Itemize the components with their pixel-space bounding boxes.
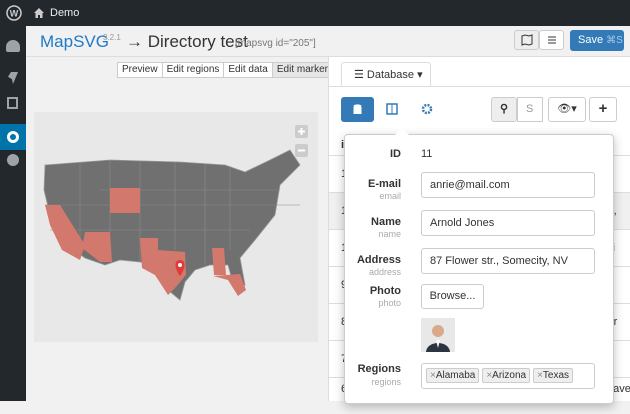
search-button[interactable]: ⚲ (491, 97, 517, 122)
field-label: Name (371, 216, 401, 228)
text-input[interactable]: 87 Flower str., Somecity, NV (421, 248, 595, 274)
region[interactable] (45, 205, 85, 260)
region[interactable] (43, 149, 301, 301)
region-tag[interactable]: ×Texas (533, 368, 574, 383)
field-label: Photo (369, 285, 401, 297)
settings-button[interactable] (539, 30, 564, 50)
mode-tab[interactable]: Edit data (223, 63, 271, 77)
page-title: → Directory test (126, 32, 248, 51)
menu-icon[interactable] (6, 40, 20, 52)
field-sublabel: address (368, 267, 401, 277)
photo-thumbnail (421, 318, 455, 352)
menu-active[interactable] (0, 124, 26, 150)
region[interactable] (82, 232, 112, 262)
menu-icon[interactable] (8, 72, 18, 84)
db-button[interactable] (341, 97, 374, 122)
tag-label: Texas (542, 370, 570, 381)
home-icon[interactable] (33, 7, 45, 19)
field-label: Regions (357, 363, 401, 375)
search-input[interactable]: S (517, 97, 543, 122)
region[interactable] (140, 238, 186, 295)
field-sublabel: email (379, 191, 401, 201)
save-button[interactable]: Save ⌘S (570, 30, 624, 51)
region[interactable] (213, 274, 246, 296)
map (43, 125, 308, 301)
mode-tab[interactable]: Edit regions (161, 63, 224, 77)
text-input[interactable]: Arnold Jones (421, 210, 595, 236)
text-input[interactable]: anrie@mail.com (421, 172, 595, 198)
site-name[interactable]: Demo (50, 7, 80, 19)
shortcut: ⌘S (606, 35, 623, 46)
mode-tab[interactable]: Preview (122, 64, 158, 75)
mode-tabs: Preview Edit regions Edit data Edit markers (117, 62, 338, 78)
mode-tab[interactable]: Edit markers (271, 63, 337, 77)
menu-icon[interactable] (7, 97, 18, 109)
menu-icon[interactable] (7, 154, 19, 166)
marker[interactable] (175, 260, 185, 276)
divider (26, 56, 630, 57)
map-area (34, 112, 318, 342)
map-button[interactable] (514, 30, 539, 50)
tab-label: Database (366, 69, 415, 81)
svg-text:W: W (10, 9, 19, 19)
browse-button[interactable]: Browse... (421, 284, 484, 309)
columns-button[interactable] (386, 103, 398, 115)
tag-label: Alamaba (435, 370, 476, 381)
edit-form: ID 11 E-mail email anrie@mail.com Name name A… (344, 128, 614, 404)
region[interactable] (110, 188, 140, 213)
settings-cog[interactable] (421, 103, 433, 115)
field-value: 11 (421, 148, 433, 160)
page: {"topbar":{"site":"Demo"}, "header":{"br… (0, 0, 630, 404)
remove-tag[interactable]: × (486, 370, 493, 381)
tag-label: Arizona (492, 370, 527, 381)
field-sublabel: name (378, 229, 401, 239)
admin-menu (0, 26, 26, 401)
admin-bar: W Demo (0, 0, 630, 26)
region[interactable] (212, 248, 226, 275)
wp-logo[interactable]: W (6, 5, 22, 21)
region-tag[interactable]: ×Arizona (482, 368, 531, 383)
version: 3.2.1 (103, 33, 121, 42)
remove-tag[interactable]: × (537, 370, 543, 381)
tags-input[interactable]: ×Alamaba ×Arizona ×Texas (421, 363, 595, 389)
brand: MapSVG (40, 32, 109, 51)
field-label: ID (390, 148, 401, 160)
field-label: Address (356, 254, 401, 266)
remove-tag[interactable]: × (430, 370, 436, 381)
field-sublabel: regions (371, 377, 401, 387)
field-sublabel: photo (378, 298, 401, 308)
database-tab[interactable]: ☰ Database ▾ (341, 62, 431, 87)
view-button[interactable]: 👁▾ (548, 97, 586, 122)
shortcode: [mapsvg id="205"] (235, 38, 316, 49)
field-label: E-mail (367, 178, 401, 190)
save-label: Save (578, 34, 604, 46)
region-tag[interactable]: ×Alamaba (426, 368, 480, 383)
add-button[interactable]: + (589, 97, 617, 122)
